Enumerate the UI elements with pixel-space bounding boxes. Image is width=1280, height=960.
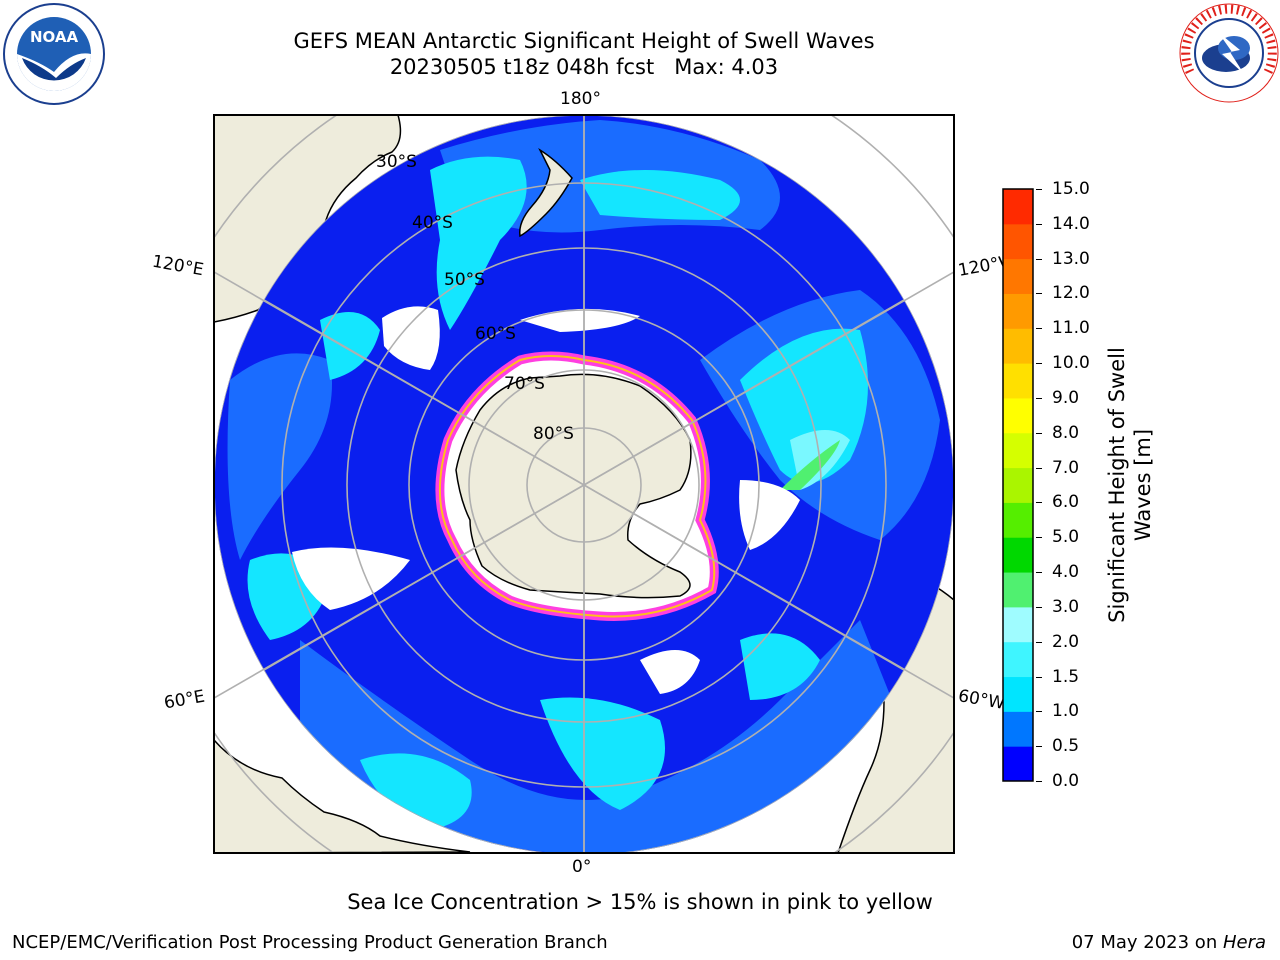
colorbar-segment xyxy=(1003,746,1033,782)
colorbar-tick-mark xyxy=(1036,258,1042,260)
lat-label-60s: 60°S xyxy=(475,324,516,344)
colorbar-tick-mark xyxy=(1036,223,1042,225)
lon-label-180: 180° xyxy=(560,89,601,109)
white-mask-patch xyxy=(382,306,440,370)
colorbar-tick-mark xyxy=(1036,781,1042,782)
colorbar-tick-mark xyxy=(1036,641,1042,643)
colorbar-tick-label: 12.0 xyxy=(1052,283,1090,304)
lon-label-0: 0° xyxy=(572,857,592,877)
colorbar xyxy=(1002,188,1034,782)
colorbar-tick-mark xyxy=(1036,746,1042,748)
colorbar-tick-label: 0.5 xyxy=(1052,736,1080,757)
colorbar-tick-mark xyxy=(1036,397,1042,399)
colorbar-tick-label: 15.0 xyxy=(1052,179,1090,199)
colorbar-segment xyxy=(1003,606,1033,643)
colorbar-tick-label: 5.0 xyxy=(1052,527,1080,548)
footer-date-text: 07 May 2023 on xyxy=(1071,932,1223,953)
colorbar-segment xyxy=(1003,363,1033,399)
colorbar-tick-mark xyxy=(1036,606,1042,608)
lat-label-70s: 70°S xyxy=(504,374,545,394)
colorbar-segment xyxy=(1003,258,1033,294)
colorbar-segment xyxy=(1003,502,1033,538)
colorbar-tick-mark xyxy=(1036,189,1042,190)
noaa-logo: NOAA xyxy=(3,3,105,105)
colorbar-segment xyxy=(1003,572,1033,608)
colorbar-tick-mark xyxy=(1036,467,1042,469)
colorbar-label: Significant Height of Swell Waves [m] xyxy=(1105,347,1155,623)
colorbar-segment xyxy=(1003,397,1033,434)
lat-label-40s: 40°S xyxy=(412,213,453,233)
colorbar-segment xyxy=(1003,293,1033,329)
colorbar-tick-label: 13.0 xyxy=(1052,248,1090,269)
antarctica-land xyxy=(455,373,692,599)
title-line-1: GEFS MEAN Antarctic Significant Height o… xyxy=(293,29,875,53)
map-frame xyxy=(213,114,955,854)
colorbar-segment xyxy=(1003,223,1033,260)
colorbar-segment xyxy=(1003,189,1033,225)
title-line-2: 20230505 t18z 048h fcst Max: 4.03 xyxy=(389,55,779,79)
colorbar-tick-mark xyxy=(1036,293,1042,295)
colorbar-tick-label: 14.0 xyxy=(1052,213,1090,234)
colorbar-tick-label: 7.0 xyxy=(1052,457,1080,478)
footer-host: Hera xyxy=(1222,932,1266,953)
colorbar-tick-label: 4.0 xyxy=(1052,562,1080,583)
new-zealand-land xyxy=(519,147,573,238)
lat-label-30s: 30°S xyxy=(376,152,417,172)
lat-label-80s: 80°S xyxy=(533,424,574,444)
colorbar-tick-label: 6.0 xyxy=(1052,492,1080,513)
colorbar-tick-mark xyxy=(1036,432,1042,434)
lat-label-50s: 50°S xyxy=(444,270,485,290)
colorbar-tick-label: 10.0 xyxy=(1052,353,1090,374)
colorbar-tick-label: 8.0 xyxy=(1052,422,1080,443)
colorbar-tick-mark xyxy=(1036,537,1042,539)
colorbar-tick-label: 3.0 xyxy=(1052,596,1080,617)
colorbar-tick-label: 11.0 xyxy=(1052,318,1090,339)
colorbar-tick-mark xyxy=(1036,572,1042,574)
colorbar-segment xyxy=(1003,328,1033,364)
noaa-logo-text: NOAA xyxy=(30,28,79,46)
colorbar-tick-label: 1.5 xyxy=(1052,666,1080,687)
sea-ice-note: Sea Ice Concentration > 15% is shown in … xyxy=(347,890,933,914)
colorbar-segment xyxy=(1003,676,1033,712)
colorbar-tick-mark xyxy=(1036,502,1042,504)
colorbar-tick-label: 9.0 xyxy=(1052,387,1080,408)
colorbar-segment xyxy=(1003,711,1033,747)
colorbar-tick-mark xyxy=(1036,363,1042,365)
colorbar-tick-mark xyxy=(1036,328,1042,330)
africa-land xyxy=(214,738,471,853)
colorbar-segment xyxy=(1003,432,1033,469)
colorbar-segment xyxy=(1003,467,1033,503)
footer-credit: NCEP/EMC/Verification Post Processing Pr… xyxy=(12,932,608,953)
colorbar-tick-mark xyxy=(1036,676,1042,678)
colorbar-tick-mark xyxy=(1036,711,1042,713)
colorbar-tick-label: 1.0 xyxy=(1052,701,1080,722)
colorbar-segment xyxy=(1003,537,1033,573)
colorbar-segment xyxy=(1003,641,1033,678)
colorbar-tick-label: 0.0 xyxy=(1052,771,1080,791)
nws-logo xyxy=(1179,3,1279,103)
footer-date: 07 May 2023 on Hera xyxy=(1072,932,1266,953)
colorbar-tick-label: 2.0 xyxy=(1052,631,1080,652)
